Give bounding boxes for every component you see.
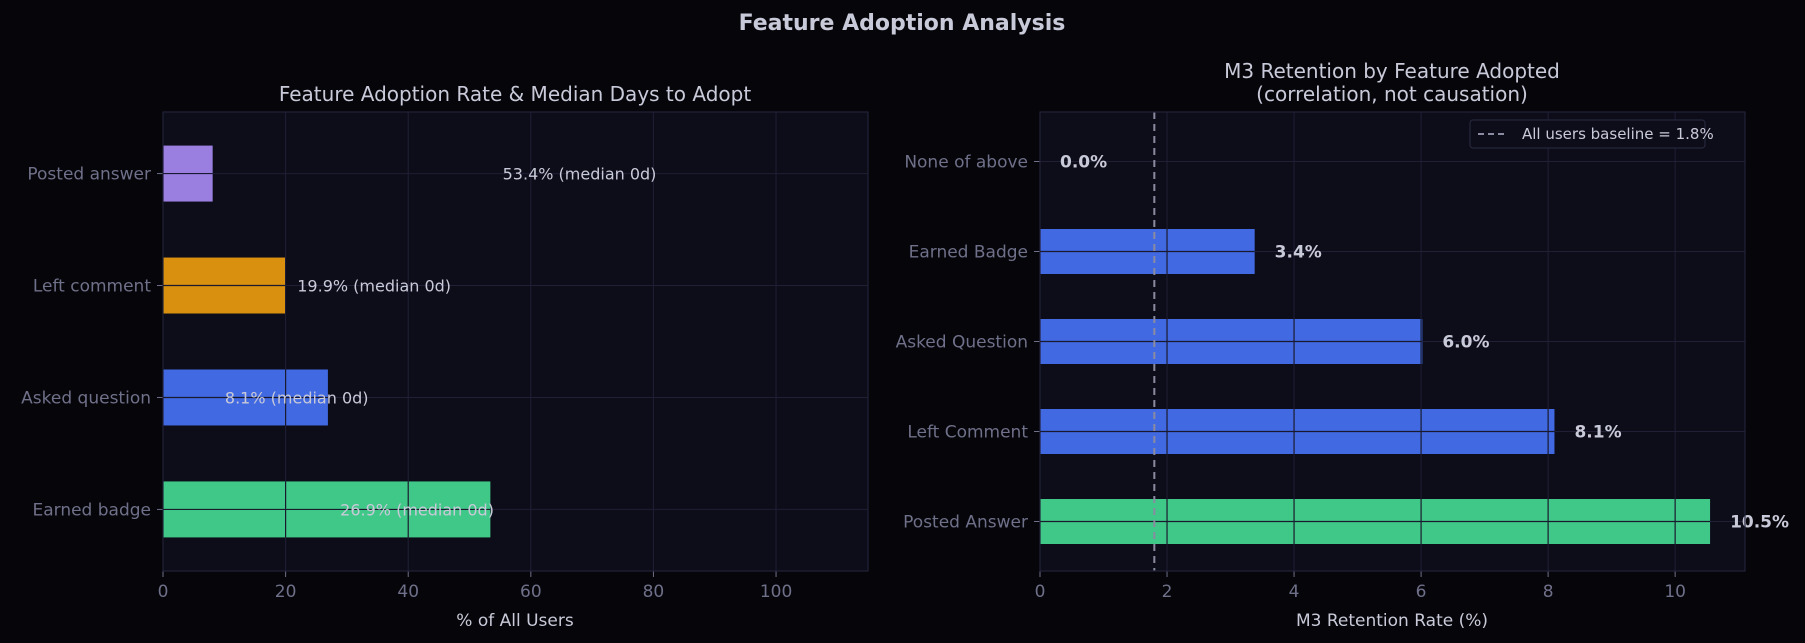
adoption-y-tick-label: Posted answer — [27, 165, 151, 185]
retention-x-tick-label: 2 — [1162, 582, 1173, 602]
adoption-y-tick-label: Asked question — [21, 388, 151, 408]
adoption-x-tick-label: 80 — [643, 582, 665, 602]
adoption-bar-label: 26.9% (median 0d) — [340, 500, 494, 519]
adoption-chart-x-ticks: 0 20 40 60 80 100 — [158, 571, 792, 602]
retention-x-tick-label: 6 — [1416, 582, 1427, 602]
adoption-y-tick-label: Earned badge — [32, 500, 151, 520]
retention-chart: 0.0% 3.4% 6.0% 8.1% 10.5% None of above Earne… — [896, 59, 1789, 631]
retention-bar-label: 8.1% — [1574, 423, 1621, 443]
adoption-chart-frame — [162, 111, 869, 572]
legend-box — [1469, 119, 1706, 149]
retention-bar-label: 10.5% — [1730, 513, 1789, 533]
retention-x-tick-label: 8 — [1543, 582, 1554, 602]
adoption-chart-y-ticks: Posted answer Left comment Asked question E… — [21, 165, 163, 520]
retention-y-tick-label: Left Comment — [907, 423, 1028, 443]
adoption-x-tick-label: 40 — [397, 582, 419, 602]
retention-chart-legend: All users baseline = 1.8% — [1469, 119, 1714, 149]
retention-chart-y-ticks: None of above Earned Badge Asked Question L… — [896, 153, 1040, 533]
retention-y-tick-label: None of above — [904, 153, 1028, 173]
retention-x-tick-label: 4 — [1289, 582, 1300, 602]
retention-bar-label: 6.0% — [1442, 333, 1489, 353]
retention-y-tick-label: Asked Question — [896, 333, 1028, 353]
adoption-chart-title: Feature Adoption Rate & Median Days to A… — [279, 82, 751, 106]
adoption-bar-label: 53.4% (median 0d) — [503, 165, 657, 184]
adoption-chart: 53.4% (median 0d) 19.9% (median 0d) 8.1% (… — [21, 82, 869, 631]
adoption-y-tick-label: Left comment — [33, 277, 151, 297]
retention-chart-subtitle: (correlation, not causation) — [1256, 82, 1528, 106]
retention-x-tick-label: 10 — [1664, 582, 1686, 602]
adoption-bar-label: 19.9% (median 0d) — [297, 277, 451, 296]
adoption-x-tick-label: 100 — [760, 582, 792, 602]
retention-bar-label: 0.0% — [1060, 153, 1107, 173]
retention-y-tick-label: Posted Answer — [903, 513, 1028, 533]
retention-bar-label: 3.4% — [1275, 243, 1322, 263]
legend-baseline-label: All users baseline = 1.8% — [1522, 125, 1714, 143]
adoption-bar-label: 8.1% (median 0d) — [225, 388, 369, 407]
adoption-x-tick-label: 0 — [158, 582, 169, 602]
retention-chart-bar-labels: 0.0% 3.4% 6.0% 8.1% 10.5% — [1060, 153, 1789, 533]
figure-title: Feature Adoption Analysis — [739, 11, 1066, 36]
adoption-x-tick-label: 60 — [520, 582, 542, 602]
adoption-chart-x-axis-label: % of All Users — [456, 611, 574, 631]
retention-chart-frame — [1039, 111, 1746, 572]
retention-chart-x-axis-label: M3 Retention Rate (%) — [1296, 611, 1488, 631]
retention-y-tick-label: Earned Badge — [909, 243, 1028, 263]
adoption-chart-bar-labels: 53.4% (median 0d) 19.9% (median 0d) 8.1% (… — [225, 165, 657, 520]
retention-chart-bars — [1040, 229, 1711, 544]
retention-chart-x-ticks: 0 2 4 6 8 10 — [1035, 571, 1686, 602]
adoption-chart-bars — [163, 145, 491, 538]
adoption-x-tick-label: 20 — [275, 582, 297, 602]
retention-chart-title: M3 Retention by Feature Adopted — [1224, 59, 1560, 83]
retention-x-tick-label: 0 — [1035, 582, 1046, 602]
